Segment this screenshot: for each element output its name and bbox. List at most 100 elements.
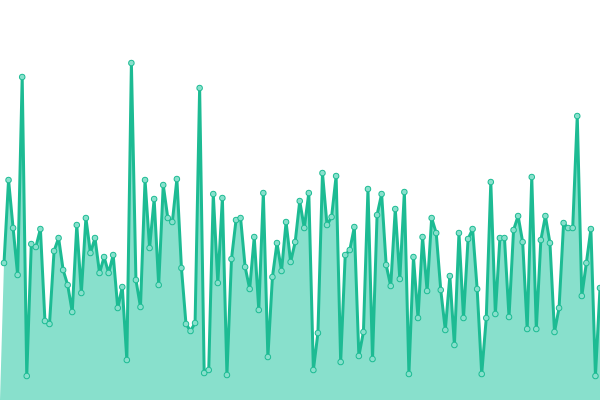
- data-point: [141, 176, 149, 184]
- data-point: [533, 325, 540, 333]
- data-point: [173, 175, 181, 183]
- data-point: [537, 236, 545, 244]
- data-point: [505, 313, 513, 321]
- data-point: [59, 266, 67, 274]
- data-point: [41, 317, 49, 325]
- data-point: [428, 214, 435, 222]
- data-point: [442, 326, 449, 334]
- data-point: [291, 238, 299, 246]
- data-point: [464, 235, 472, 243]
- data-point: [473, 285, 481, 293]
- data-point: [159, 181, 167, 189]
- data-point: [68, 308, 76, 316]
- data-point: [250, 233, 258, 241]
- data-point: [128, 59, 135, 67]
- data-point: [460, 314, 467, 322]
- data-point: [64, 281, 71, 289]
- data-point: [369, 355, 376, 363]
- data-point: [419, 233, 426, 241]
- data-point: [332, 172, 340, 180]
- data-point: [118, 283, 126, 291]
- data-point: [351, 223, 358, 231]
- data-point: [209, 190, 217, 198]
- data-point: [18, 73, 26, 81]
- data-point: [355, 352, 363, 360]
- data-point: [396, 275, 404, 283]
- data-point: [482, 314, 490, 322]
- data-point: [319, 169, 326, 177]
- data-point: [542, 212, 549, 220]
- data-point: [55, 234, 62, 242]
- data-point: [155, 281, 162, 289]
- data-point: [14, 271, 21, 279]
- data-point: [455, 229, 463, 237]
- data-point: [100, 253, 108, 261]
- data-point: [255, 306, 263, 314]
- data-point: [501, 234, 508, 242]
- data-point: [200, 369, 208, 377]
- data-point: [9, 224, 17, 232]
- data-point: [401, 188, 408, 196]
- data-point: [214, 279, 222, 287]
- data-point: [523, 325, 531, 333]
- data-point: [587, 225, 595, 233]
- data-point: [205, 366, 213, 374]
- data-point: [150, 195, 158, 203]
- data-point: [278, 267, 285, 275]
- data-point: [510, 226, 517, 234]
- data-point: [560, 219, 567, 227]
- data-point: [364, 185, 372, 193]
- data-point: [596, 284, 600, 292]
- data-point: [414, 314, 422, 322]
- data-point: [387, 282, 395, 290]
- data-point: [583, 259, 590, 267]
- data-point: [546, 239, 554, 247]
- data-point: [241, 263, 249, 271]
- data-point: [555, 304, 563, 312]
- data-point: [269, 273, 276, 281]
- data-point: [446, 272, 454, 280]
- data-point: [50, 247, 58, 255]
- data-point: [146, 244, 153, 252]
- data-point: [305, 189, 313, 197]
- data-point: [282, 218, 290, 226]
- data-point: [296, 197, 304, 205]
- data-point: [87, 249, 94, 257]
- data-point: [437, 286, 445, 294]
- data-point: [187, 327, 194, 335]
- data-point: [27, 240, 35, 248]
- data-point: [341, 251, 349, 259]
- data-point: [260, 189, 267, 197]
- data-point: [469, 225, 476, 233]
- data-point: [423, 287, 431, 295]
- data-point: [37, 225, 44, 233]
- data-point: [346, 246, 354, 254]
- data-point: [578, 292, 586, 300]
- data-point: [310, 366, 317, 374]
- data-point: [573, 112, 581, 120]
- data-point: [451, 341, 458, 349]
- data-point: [0, 259, 8, 267]
- data-point: [478, 370, 486, 378]
- data-point: [237, 214, 244, 222]
- data-point: [32, 243, 40, 251]
- data-point: [96, 269, 103, 277]
- data-point: [514, 212, 522, 220]
- data-point: [5, 176, 12, 184]
- data-point: [287, 258, 294, 266]
- data-point: [492, 310, 499, 318]
- data-point: [432, 229, 440, 237]
- data-point: [46, 320, 53, 328]
- data-point: [178, 264, 185, 272]
- data-point: [105, 269, 112, 277]
- data-point: [391, 205, 399, 213]
- data-point: [223, 371, 231, 379]
- data-point: [246, 285, 253, 293]
- area-fill: [0, 63, 600, 400]
- data-point: [132, 276, 140, 284]
- data-point: [137, 303, 144, 311]
- data-point: [328, 213, 335, 221]
- data-point: [569, 224, 577, 232]
